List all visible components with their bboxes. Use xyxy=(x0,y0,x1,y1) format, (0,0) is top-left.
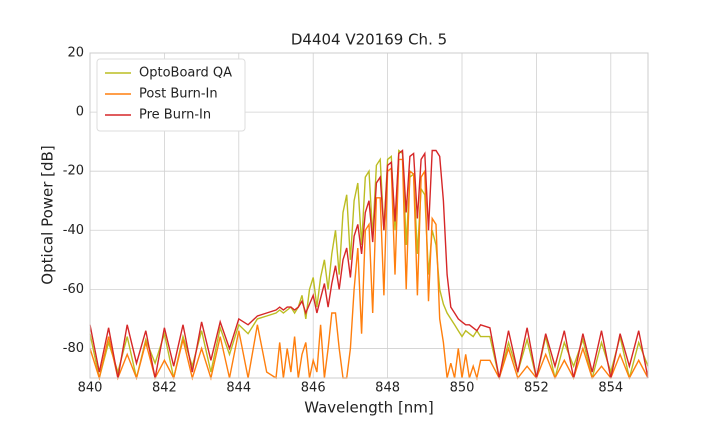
x-tick-label: 842 xyxy=(152,381,177,396)
legend-label: Post Burn-In xyxy=(139,87,218,102)
x-tick-label: 840 xyxy=(78,381,103,396)
legend-label: Pre Burn-In xyxy=(139,108,211,123)
x-tick-label: 850 xyxy=(450,381,475,396)
y-tick-label: 20 xyxy=(67,46,84,61)
y-tick-label: -20 xyxy=(63,164,84,179)
x-axis-label: Wavelength [nm] xyxy=(304,399,434,417)
legend-label: OptoBoard QA xyxy=(139,66,232,81)
series-line xyxy=(89,158,649,381)
x-tick-label: 854 xyxy=(598,381,623,396)
y-tick-label: -80 xyxy=(63,341,84,356)
chart-title: D4404 V20169 Ch. 5 xyxy=(291,31,447,49)
y-axis-label: Optical Power [dB] xyxy=(39,145,57,284)
legend: OptoBoard QA Post Burn-In Pre Burn-In xyxy=(96,58,246,132)
plot-lines xyxy=(89,149,649,381)
series-line xyxy=(89,149,649,379)
x-tick-label: 844 xyxy=(226,381,251,396)
y-tick-label: -60 xyxy=(63,282,84,297)
x-tick-label: 848 xyxy=(375,381,400,396)
x-tick-label: 852 xyxy=(524,381,549,396)
x-tick-label: 846 xyxy=(301,381,326,396)
y-tick-label: -40 xyxy=(63,223,84,238)
y-tick-label: 0 xyxy=(76,105,84,120)
legend-box xyxy=(96,58,246,132)
plot-frame xyxy=(89,52,649,379)
series-line xyxy=(89,149,649,379)
